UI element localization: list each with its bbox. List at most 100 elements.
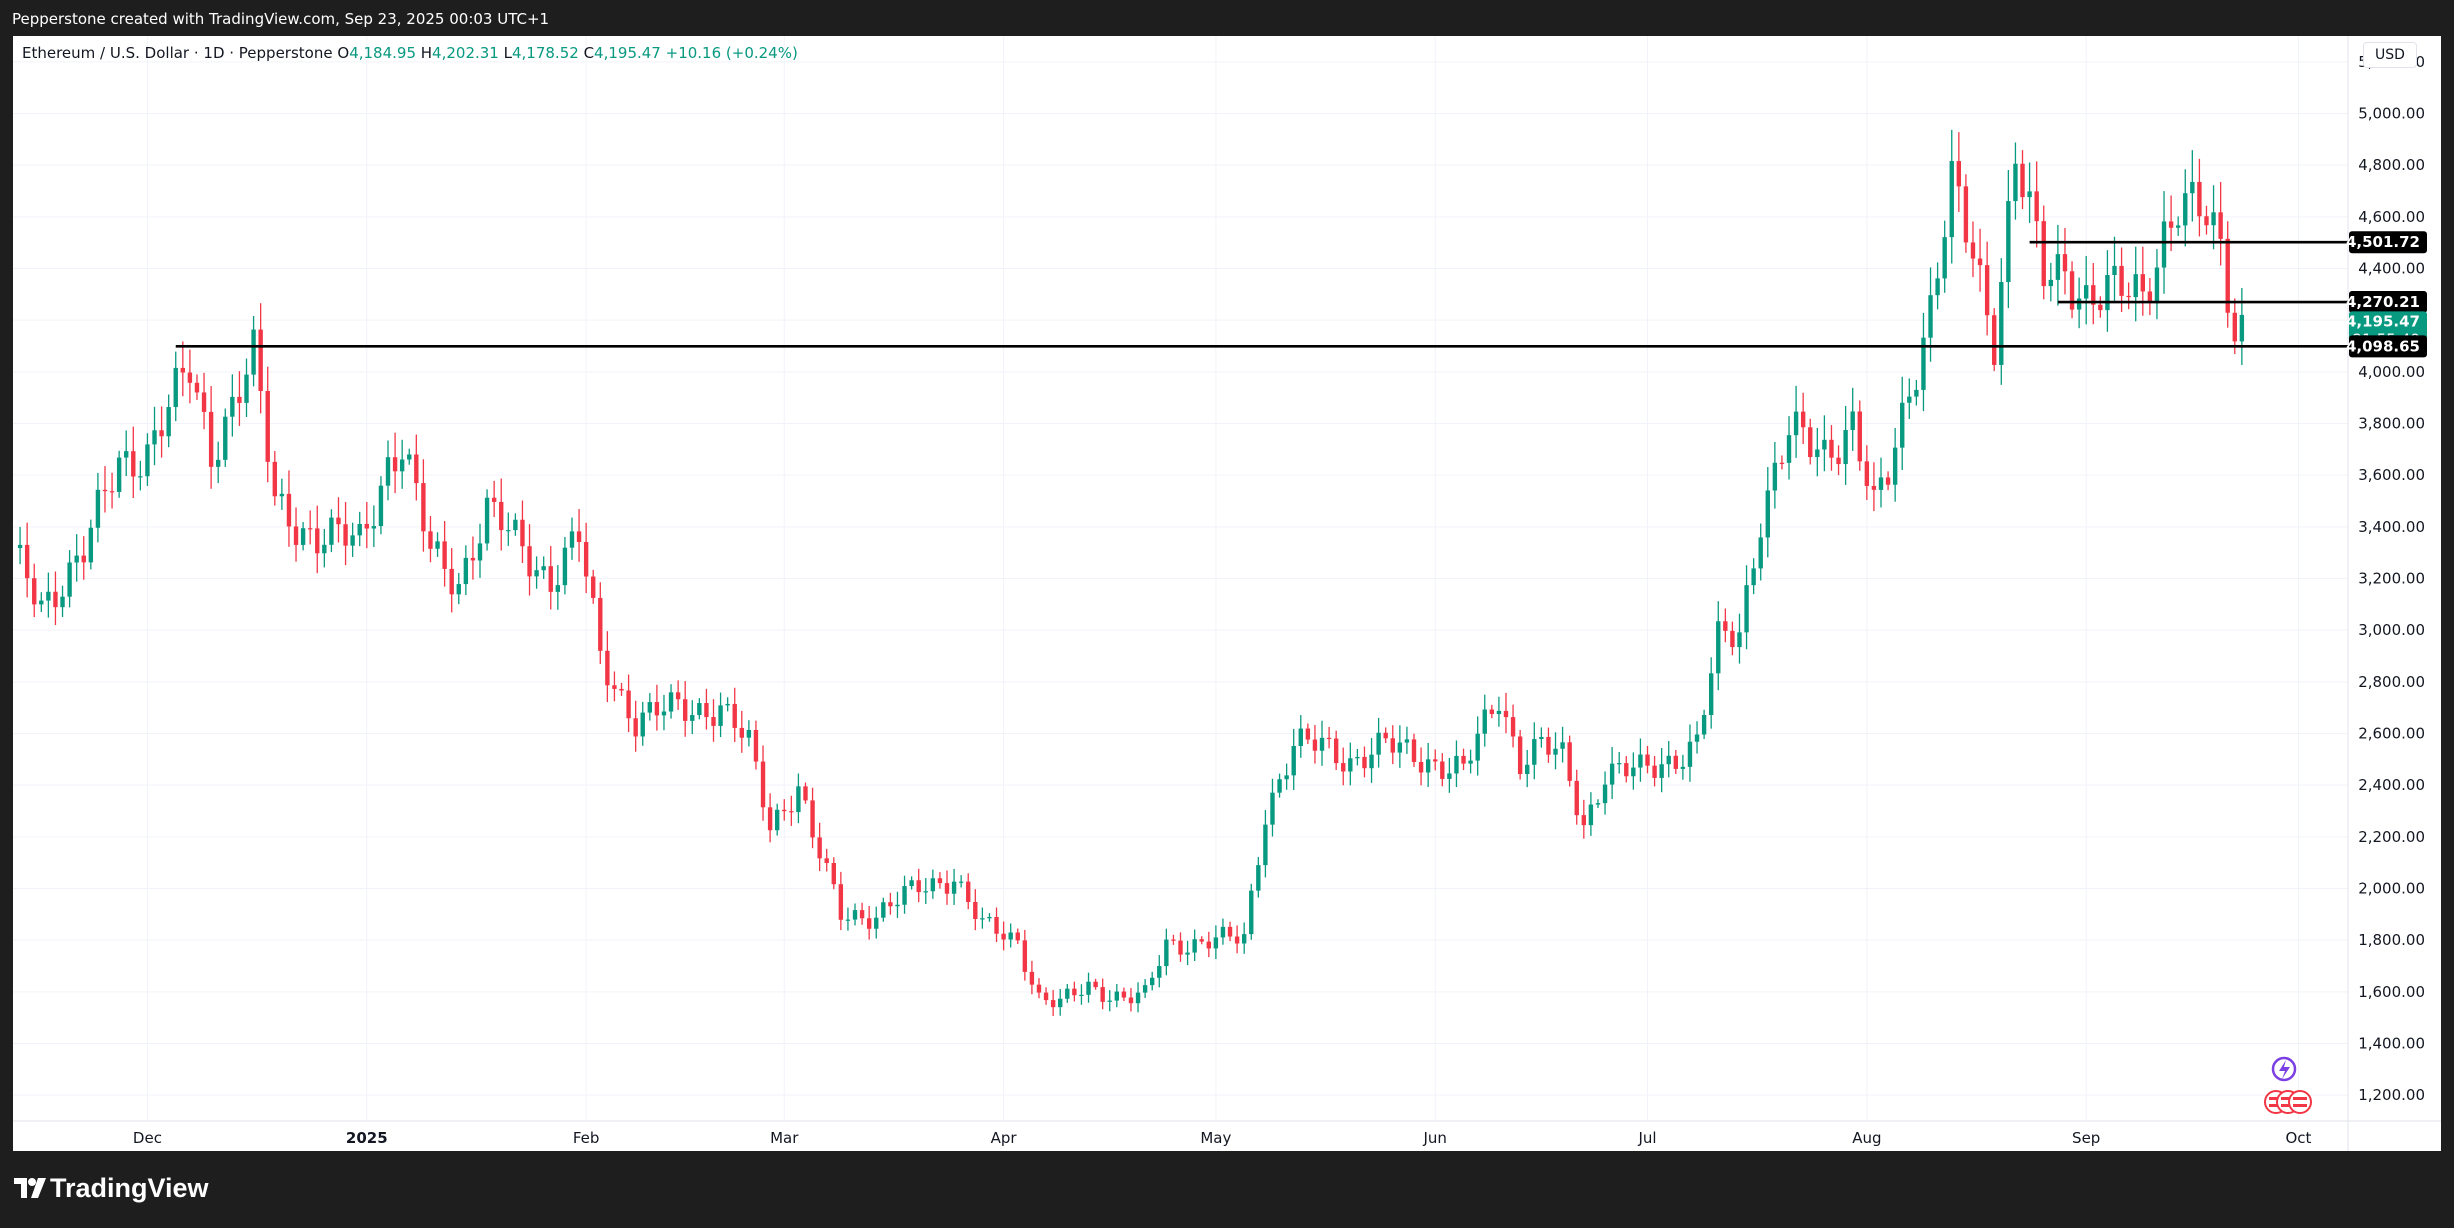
candle-body [1319, 737, 1325, 751]
candle-body [866, 918, 872, 929]
candle-body [1015, 932, 1020, 941]
candle-body [1348, 758, 1353, 772]
flag-stripe-icon [2269, 1097, 2283, 1100]
candle-body [371, 526, 377, 529]
candle-body [1447, 773, 1452, 779]
candle-body [1730, 630, 1735, 648]
candle-body [569, 531, 575, 548]
candle-body [824, 858, 829, 864]
candle-body [1128, 997, 1134, 1004]
flag-stripe-icon [2293, 1104, 2307, 1107]
candle-body [1263, 824, 1268, 866]
candle-body [994, 916, 999, 934]
candle-body [378, 485, 384, 527]
candle-body [2091, 285, 2096, 305]
candle-body [1984, 265, 1990, 316]
candle-body [1744, 585, 1749, 633]
candle-body [2211, 212, 2216, 226]
candle-body [1900, 402, 1905, 448]
candle-body [315, 528, 320, 554]
candle-body [180, 367, 186, 373]
candle-body [1843, 429, 1848, 465]
candle-body [1928, 295, 1933, 338]
candle-body [1072, 988, 1077, 996]
candle-body [1114, 991, 1120, 1001]
candle-body [668, 692, 674, 712]
candle-body [39, 600, 44, 605]
candle-body [2225, 238, 2230, 313]
price-tick-label: 3,800.00 [2358, 415, 2425, 433]
candle-body [272, 461, 277, 497]
candle-body [1397, 742, 1403, 753]
candle-body [1772, 462, 1778, 491]
close-label: C [583, 44, 595, 62]
candle-body [1595, 803, 1601, 805]
candle-body [831, 863, 836, 885]
candle-body [1150, 977, 1155, 986]
candle-body [1638, 754, 1643, 768]
candle-body [1935, 278, 1940, 296]
candle-body [803, 786, 808, 801]
lightning-event-icon[interactable] [2271, 1056, 2297, 1082]
candle-body [60, 596, 65, 608]
candle-body [1779, 462, 1785, 464]
candle-body [1418, 762, 1424, 773]
candle-body [1291, 746, 1296, 776]
candle-body [1624, 763, 1629, 777]
candle-body [1687, 741, 1693, 767]
candle-body [2126, 295, 2131, 298]
candle-body [230, 396, 235, 417]
candle-body [1836, 457, 1841, 465]
candle-body [1758, 537, 1763, 569]
price-tick-label: 3,400.00 [2358, 518, 2425, 536]
candle-body [2140, 274, 2145, 292]
candle-body [1525, 764, 1530, 775]
candle-body [1617, 763, 1622, 765]
price-chart[interactable]: 1,200.00 1,400.00 1,600.00 1,800.00 2,000.00… [13, 36, 2441, 1151]
candle-body [1383, 732, 1388, 739]
candle-body [704, 703, 709, 718]
chart-frame[interactable]: 1,200.00 1,400.00 1,600.00 1,800.00 2,000.00… [13, 36, 2441, 1151]
candle-body [1914, 389, 1919, 397]
candle-body [336, 517, 341, 525]
candle-body [852, 910, 858, 920]
candle-body [279, 493, 285, 497]
candle-body [173, 367, 178, 408]
candle-body [548, 566, 553, 592]
candle-body [124, 451, 129, 458]
candle-body [1333, 738, 1339, 764]
candle-body [2098, 304, 2103, 311]
candle-body [53, 591, 58, 608]
candle-body [541, 566, 546, 571]
candle-body [958, 881, 964, 883]
candle-body [916, 880, 921, 893]
candle-body [2013, 163, 2018, 202]
candle-body [1001, 933, 1006, 940]
candle-body [789, 811, 794, 813]
candle-body [1284, 775, 1289, 780]
candle-body [2154, 267, 2160, 304]
us-flag-event-icon[interactable] [2288, 1090, 2312, 1114]
candle-body [1199, 939, 1204, 942]
candle-body [109, 491, 115, 493]
currency-button[interactable]: USD [2363, 42, 2417, 68]
candle-body [1553, 748, 1558, 755]
candle-body [2175, 225, 2181, 228]
candle-body [1765, 490, 1770, 538]
open-label: O [337, 44, 350, 62]
candle-body [286, 493, 292, 527]
candle-body [1602, 784, 1608, 804]
candle-body [449, 568, 454, 595]
candle-body [1786, 435, 1792, 463]
candle-body [647, 702, 653, 713]
candle-body [293, 526, 299, 545]
candle-body [2133, 274, 2138, 298]
candle-body [2034, 191, 2039, 222]
candle-body [1963, 186, 1969, 243]
candle-body [491, 497, 497, 502]
candle-body [583, 542, 589, 577]
candle-body [591, 576, 596, 598]
candle-body [102, 489, 108, 492]
candle-body [2076, 298, 2082, 310]
candle-body [555, 585, 561, 592]
